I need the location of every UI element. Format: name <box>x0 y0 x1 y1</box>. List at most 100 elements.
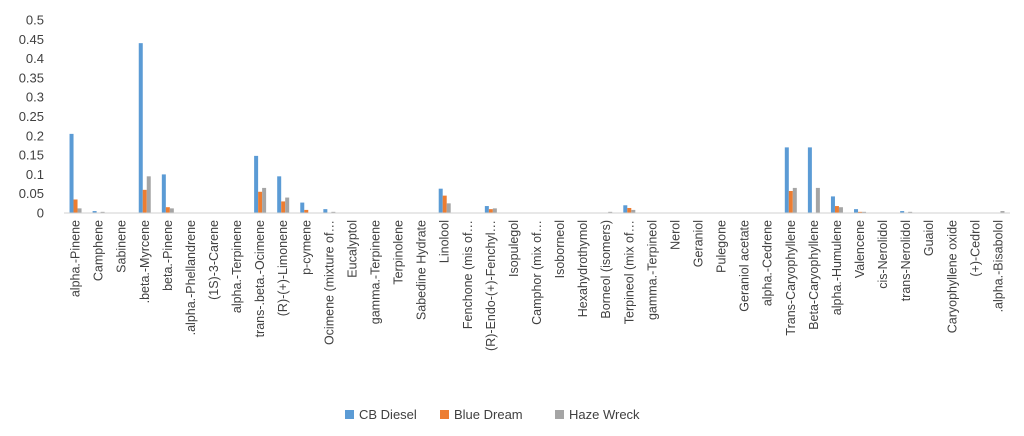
x-tick-label: Guaiol <box>922 220 936 256</box>
y-axis: 0 0.05 0.1 0.15 0.2 0.25 0.3 0.35 0.4 0.45 0.5 <box>19 13 44 221</box>
bar-blue-dream-24 <box>627 207 632 213</box>
bar-cb-diesel-0 <box>69 133 74 213</box>
x-tick-label: alpha.-Cedrene <box>761 220 775 306</box>
y-tick-label: 0.35 <box>19 70 44 85</box>
bar-haze-wreck-33 <box>838 207 843 213</box>
bar-blue-dream-31 <box>788 190 793 213</box>
bar-haze-wreck-36 <box>908 211 913 213</box>
bar-haze-wreck-40 <box>1000 211 1005 213</box>
y-tick-label: 0.5 <box>26 13 44 28</box>
bars <box>69 43 1005 213</box>
bar-haze-wreck-18 <box>492 208 497 213</box>
bar-blue-dream-3 <box>142 189 147 213</box>
bar-cb-diesel-10 <box>300 202 305 213</box>
x-tick-label: Ocimene (mixture of… <box>322 220 336 345</box>
legend: CB Diesel Blue Dream Haze Wreck <box>345 407 640 422</box>
x-tick-label: alpha.-Terpinene <box>230 220 244 313</box>
x-tick-label: alpha.-Pinene <box>69 220 83 297</box>
bar-blue-dream-8 <box>258 191 263 213</box>
y-tick-label: 0 <box>37 206 44 221</box>
bar-blue-dream-16 <box>442 195 447 213</box>
x-tick-label: gamma.-Terpinene <box>368 220 382 324</box>
x-tick-label: Hexahydrothymol <box>576 220 590 317</box>
legend-label: Blue Dream <box>454 407 523 422</box>
bar-cb-diesel-33 <box>830 196 835 213</box>
legend-swatch <box>345 410 354 419</box>
bar-cb-diesel-11 <box>323 209 328 213</box>
legend-label: Haze Wreck <box>569 407 640 422</box>
bar-blue-dream-4 <box>165 207 170 213</box>
x-tick-label: Eucalyptol <box>345 220 359 278</box>
bar-cb-diesel-36 <box>900 211 905 213</box>
x-tick-label: p-cymene <box>299 220 313 275</box>
x-tick-label: beta.-Pinene <box>161 220 175 291</box>
x-tick-label: gamma.-Terpineol <box>645 220 659 320</box>
bar-haze-wreck-3 <box>146 176 151 213</box>
y-tick-label: 0.2 <box>26 128 44 143</box>
bar-cb-diesel-4 <box>161 174 166 213</box>
x-tick-label: Geraniol acetate <box>738 220 752 312</box>
legend-label: CB Diesel <box>359 407 417 422</box>
x-tick-label: Terpineol (mix of… <box>622 220 636 324</box>
y-tick-label: 0.05 <box>19 186 44 201</box>
x-tick-label: trans-.beta.-Ocimene <box>253 220 267 337</box>
y-tick-label: 0.45 <box>19 32 44 47</box>
y-tick-label: 0.3 <box>26 90 44 105</box>
y-tick-label: 0.1 <box>26 167 44 182</box>
bar-blue-dream-18 <box>488 209 493 213</box>
x-tick-label: Caryophyllene oxide <box>945 220 959 333</box>
x-tick-label: (R)-Endo-(+)-Fenchyl… <box>484 220 498 351</box>
x-tick-label: Sabinene <box>115 220 129 273</box>
bar-cb-diesel-32 <box>807 147 812 213</box>
bar-blue-dream-10 <box>304 209 309 213</box>
bar-cb-diesel-24 <box>623 205 628 213</box>
bar-blue-dream-33 <box>834 206 839 213</box>
bar-cb-diesel-34 <box>854 209 859 213</box>
bar-haze-wreck-1 <box>100 211 105 213</box>
bar-haze-wreck-23 <box>608 211 613 213</box>
bar-blue-dream-34 <box>858 211 863 213</box>
bar-haze-wreck-4 <box>169 208 174 213</box>
bar-cb-diesel-3 <box>138 43 143 213</box>
x-tick-label: .beta.-Myrcene <box>138 220 152 303</box>
bar-cb-diesel-16 <box>438 188 443 213</box>
x-tick-label: Isopulegol <box>507 220 521 277</box>
x-tick-label: Borneol (isomers) <box>599 220 613 319</box>
x-tick-label: Sabedine Hydrate <box>415 220 429 320</box>
bar-haze-wreck-0 <box>77 208 82 213</box>
x-tick-label: cis-Nerolidol <box>876 220 890 289</box>
legend-swatch <box>440 410 449 419</box>
bar-haze-wreck-9 <box>285 197 290 213</box>
x-tick-label: .alpha.-Phellandrene <box>184 220 198 335</box>
x-tick-label: .alpha.-Bisabolol <box>991 220 1005 312</box>
x-tick-label: Linolool <box>438 220 452 263</box>
x-tick-label: Valencene <box>853 220 867 278</box>
bar-haze-wreck-16 <box>446 203 451 213</box>
y-tick-label: 0.25 <box>19 109 44 124</box>
bar-haze-wreck-8 <box>262 187 267 213</box>
bar-haze-wreck-32 <box>815 187 820 213</box>
bar-cb-diesel-9 <box>277 176 282 213</box>
x-tick-label: Camphene <box>92 220 106 281</box>
x-tick-label: (+)-Cedrol <box>968 220 982 277</box>
x-tick-label: Isoborneol <box>553 220 567 278</box>
y-tick-label: 0.15 <box>19 148 44 163</box>
x-tick-label: Pulegone <box>715 220 729 273</box>
y-tick-label: 0.4 <box>26 51 44 66</box>
bar-haze-wreck-31 <box>792 187 797 213</box>
bar-blue-dream-9 <box>281 201 286 213</box>
bar-haze-wreck-34 <box>862 211 867 213</box>
x-tick-label: Beta-Caryophyllene <box>807 220 821 330</box>
x-tick-label: alpha.-Humulene <box>830 220 844 315</box>
x-tick-label: Geraniol <box>692 220 706 267</box>
x-tick-label: (1S)-3-Carene <box>207 220 221 300</box>
bar-cb-diesel-1 <box>92 211 97 213</box>
x-tick-label: Trans-Caryophyllene <box>784 220 798 336</box>
bar-haze-wreck-11 <box>331 211 336 213</box>
bar-cb-diesel-8 <box>254 155 259 213</box>
x-tick-label: Fenchone (mis of… <box>461 220 475 329</box>
x-axis-labels: alpha.-Pinene Camphene Sabinene .beta.-Myrc… <box>69 220 1006 351</box>
x-tick-label: Nerol <box>668 220 682 250</box>
x-tick-label: Camphor (mix of… <box>530 220 544 325</box>
